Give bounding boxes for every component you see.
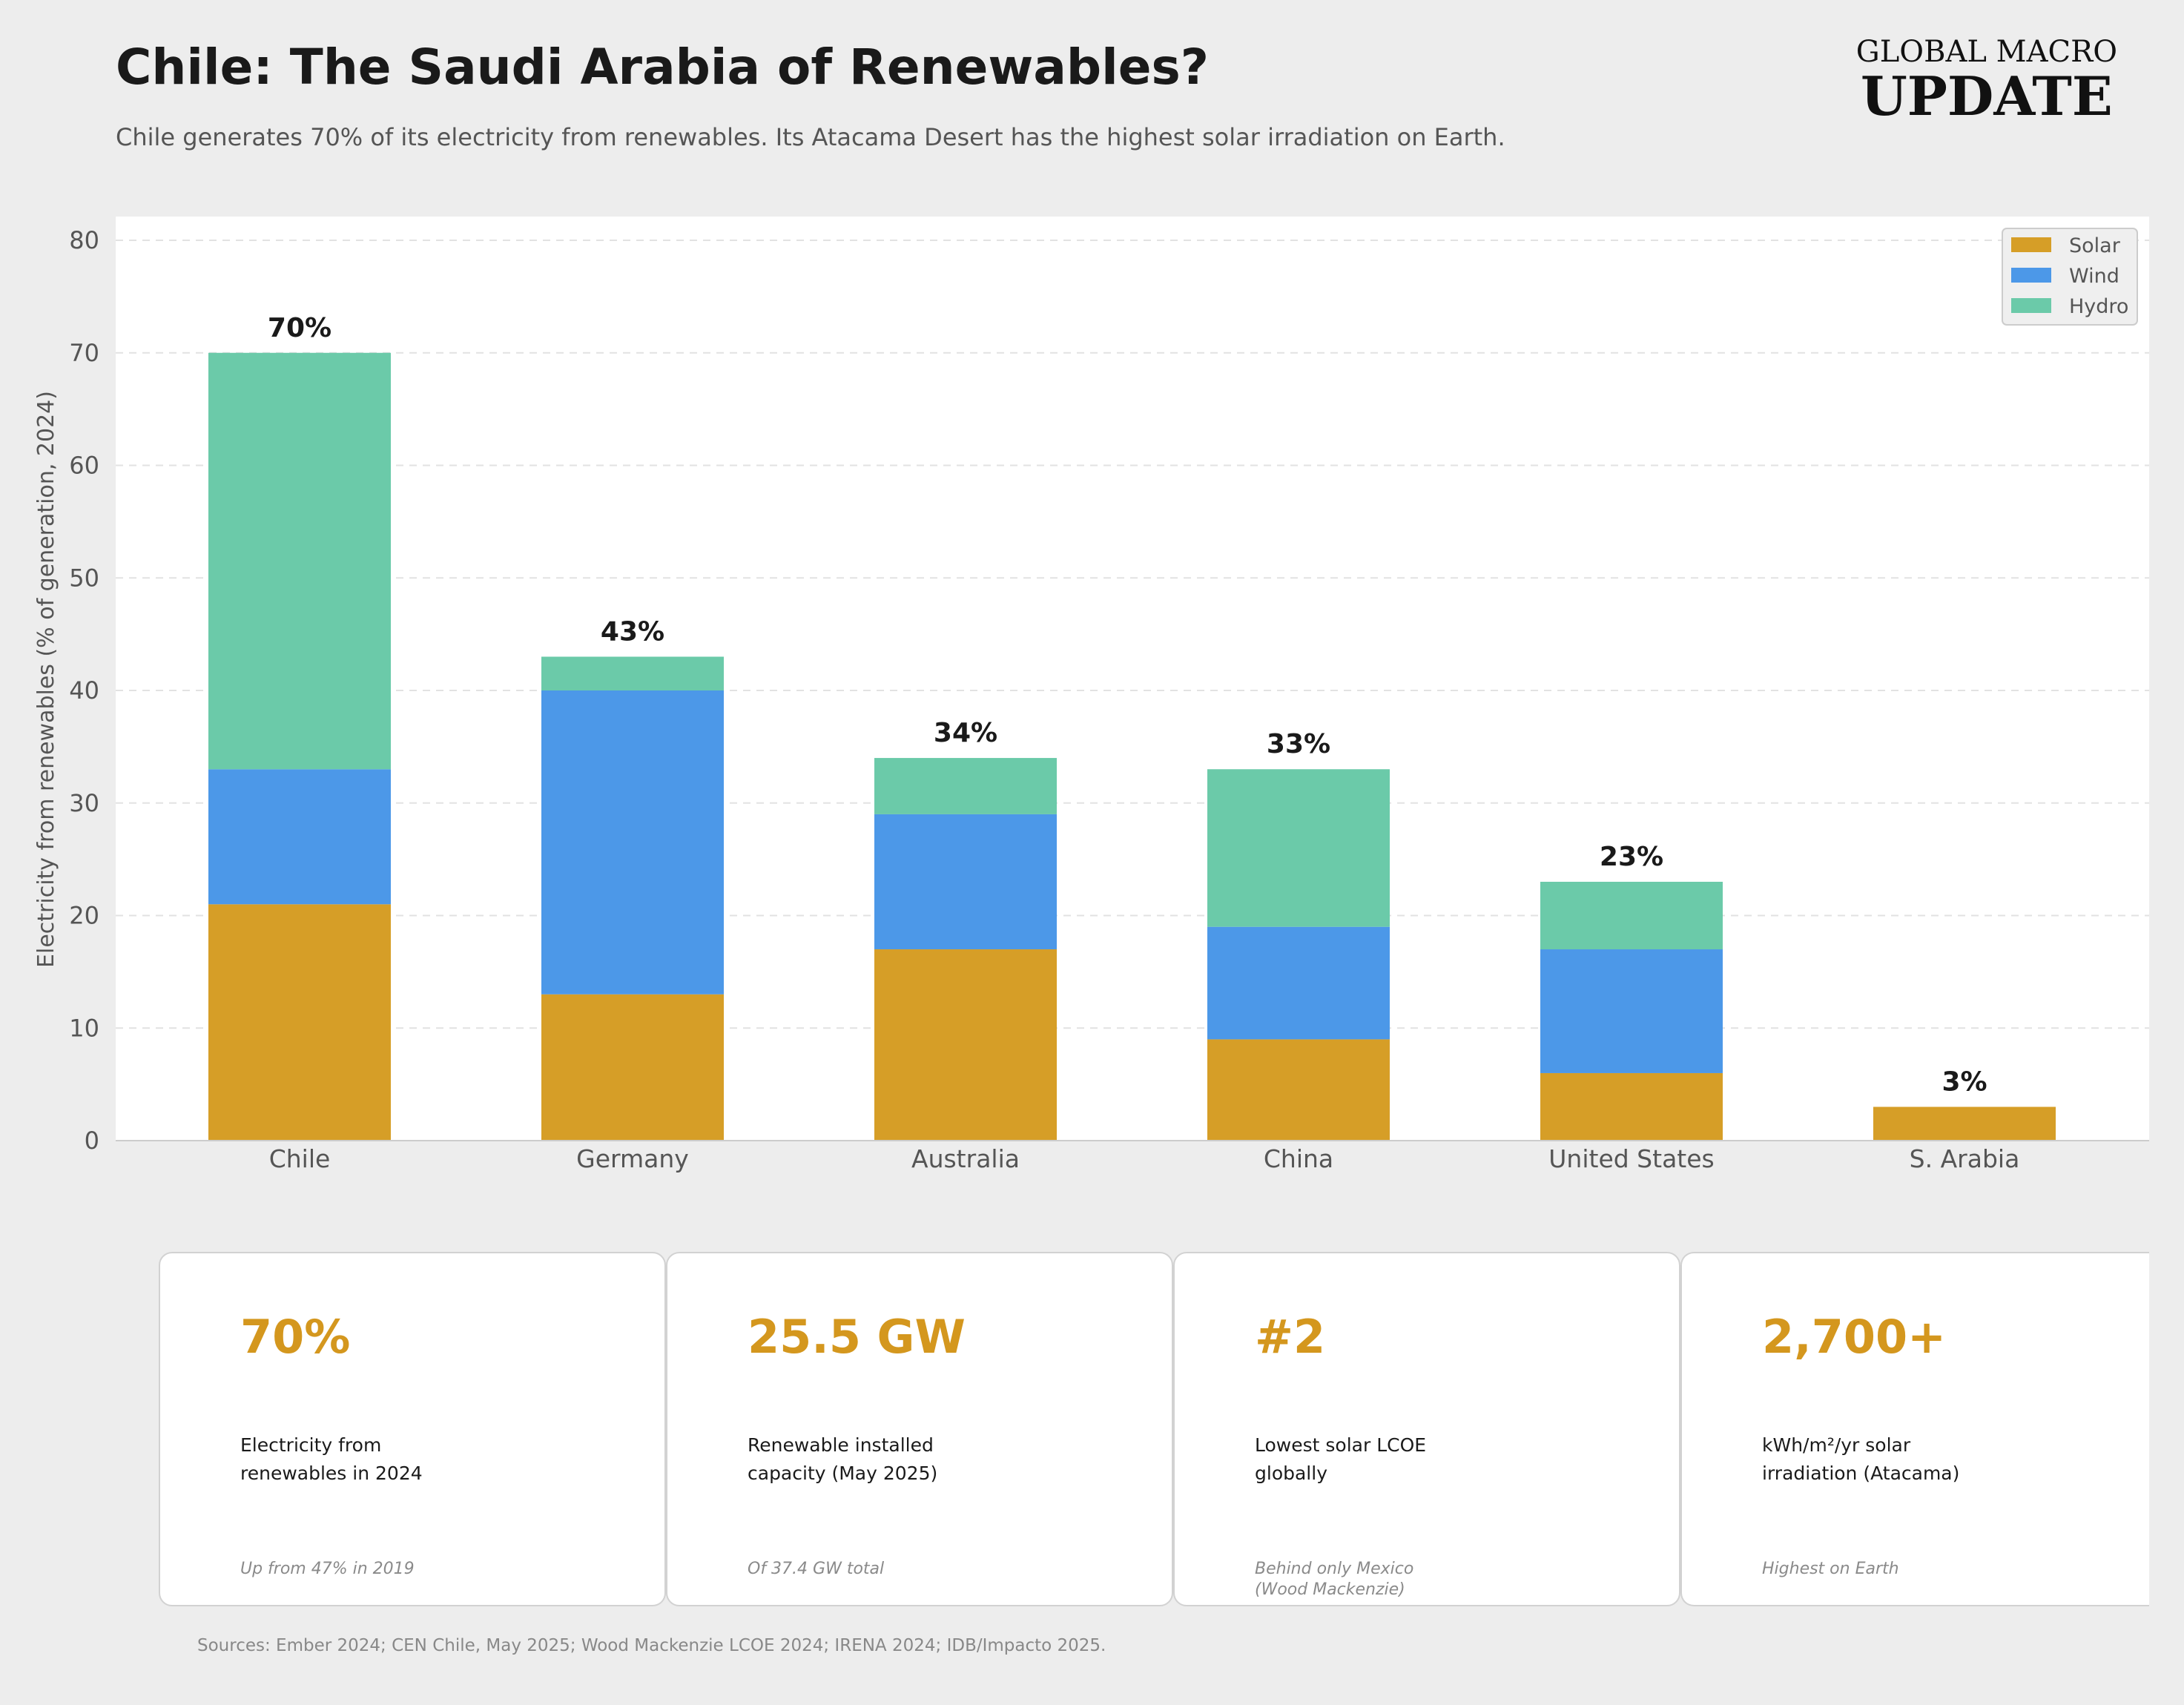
stacked-bar-chart: 70% 43% 34% 33% 23% 3% 0 10 20 30 40 50 60 70 80 Chil… — [33, 217, 2149, 1173]
bar-wind-australia — [874, 814, 1057, 950]
plot-area — [116, 217, 2149, 1141]
y-tick-label: 0 — [85, 1127, 99, 1155]
bar-solar-germany — [541, 994, 724, 1141]
total-label: 34% — [934, 718, 997, 748]
y-tick-label: 20 — [69, 902, 99, 930]
y-tick-label: 40 — [69, 676, 99, 705]
bars — [208, 352, 2056, 1141]
y-tick-label: 80 — [69, 226, 99, 254]
bar-hydro-germany — [541, 656, 724, 690]
y-tick-labels: 0 10 20 30 40 50 60 70 80 — [69, 226, 99, 1155]
stat-note: Of 37.4 GW total — [748, 1560, 885, 1578]
bar-solar-chile — [208, 904, 391, 1141]
stat-note: Behind only Mexico (Wood Mackenzie) — [1255, 1560, 1414, 1599]
brand-line-top: GLOBAL MACRO — [1855, 35, 2117, 69]
legend: Solar Wind Hydro — [2002, 228, 2138, 326]
stat-card-renewables-share: 70% Electricity from renewables in 2024 U… — [159, 1252, 666, 1606]
x-tick-label: United States — [1548, 1144, 1714, 1173]
bar-wind-united-states — [1540, 949, 1723, 1073]
stat-card-solar-irradiation: 2,700+ kWh/m²/yr solar irradiation (Ataca… — [1680, 1252, 2149, 1606]
y-tick-label: 70 — [69, 339, 99, 367]
stat-label: Renewable installed capacity (May 2025) — [748, 1434, 938, 1484]
x-tick-label: Germany — [576, 1144, 689, 1173]
stat-value: #2 — [1255, 1310, 1326, 1364]
total-label: 23% — [1600, 842, 1663, 872]
x-tick-labels: Chile Germany Australia China United States S… — [269, 1144, 2020, 1173]
x-tick-label: China — [1264, 1144, 1333, 1173]
legend-label-wind: Wind — [2069, 265, 2119, 288]
page-title: Chile: The Saudi Arabia of Renewables? — [116, 39, 1210, 96]
bar-wind-china — [1207, 926, 1390, 1040]
y-tick-label: 50 — [69, 564, 99, 592]
total-label: 3% — [1941, 1066, 1987, 1097]
legend-label-solar: Solar — [2069, 234, 2121, 257]
gridlines — [116, 240, 2149, 1029]
stat-value: 70% — [240, 1310, 351, 1364]
legend-label-hydro: Hydro — [2069, 295, 2128, 318]
legend-swatch-hydro — [2011, 298, 2051, 313]
total-labels: 70% 43% 34% 33% 23% 3% — [268, 313, 1987, 1098]
bar-wind-germany — [541, 690, 724, 995]
x-tick-label: Australia — [911, 1144, 1020, 1173]
total-label: 70% — [268, 313, 331, 343]
x-tick-label: Chile — [269, 1144, 331, 1173]
bar-hydro-china — [1207, 769, 1390, 927]
stat-note: Up from 47% in 2019 — [240, 1560, 415, 1578]
bar-solar-s-arabia — [1873, 1107, 2056, 1141]
stat-label: kWh/m²/yr solar irradiation (Atacama) — [1762, 1434, 1960, 1484]
brand-line-bottom: UPDATE — [1861, 65, 2113, 128]
bar-solar-australia — [874, 949, 1057, 1141]
stat-value: 2,700+ — [1762, 1310, 1947, 1364]
brand-logo: GLOBAL MACRO UPDATE — [1856, 36, 2117, 125]
legend-swatch-wind — [2011, 268, 2051, 283]
legend-swatch-solar — [2011, 237, 2051, 252]
bar-solar-china — [1207, 1039, 1390, 1141]
stat-card-solar-lcoe: #2 Lowest solar LCOE globally Behind only… — [1173, 1252, 1680, 1606]
y-tick-label: 60 — [69, 452, 99, 480]
y-tick-label: 30 — [69, 789, 99, 817]
total-label: 33% — [1267, 729, 1330, 759]
sources-footnote: Sources: Ember 2024; CEN Chile, May 2025… — [197, 1636, 1106, 1655]
stat-label: Electricity from renewables in 2024 — [240, 1434, 423, 1484]
y-tick-label: 10 — [69, 1014, 99, 1042]
y-axis-label: Electricity from renewables (% of genera… — [33, 391, 59, 968]
stat-card-installed-capacity: 25.5 GW Renewable installed capacity (May… — [666, 1252, 1173, 1606]
page-subtitle: Chile generates 70% of its electricity f… — [116, 123, 1505, 151]
stat-label: Lowest solar LCOE globally — [1255, 1434, 1427, 1484]
total-label: 43% — [601, 616, 664, 647]
bar-hydro-united-states — [1540, 881, 1723, 950]
x-tick-label: S. Arabia — [1910, 1144, 2020, 1173]
stat-value: 25.5 GW — [748, 1310, 966, 1364]
bar-wind-chile — [208, 769, 391, 905]
bar-hydro-australia — [874, 758, 1057, 814]
bar-hydro-chile — [208, 352, 391, 770]
bar-solar-united-states — [1540, 1072, 1723, 1141]
stat-note: Highest on Earth — [1762, 1560, 1899, 1578]
